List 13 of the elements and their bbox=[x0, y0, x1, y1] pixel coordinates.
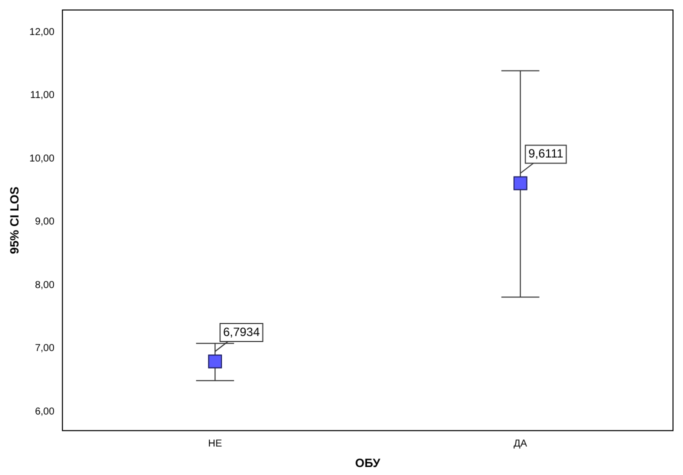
y-tick-label: 10,00 bbox=[29, 153, 55, 164]
x-tick-label: ДА bbox=[514, 438, 528, 450]
y-tick-label: 11,00 bbox=[30, 90, 55, 102]
y-tick-label: 9,00 bbox=[34, 216, 55, 228]
y-tick-label: 7,00 bbox=[34, 343, 55, 354]
y-tick-label: 12,00 bbox=[29, 26, 55, 38]
x-tick-label: НЕ bbox=[208, 438, 222, 450]
data-label: 6,7934 bbox=[223, 324, 260, 339]
y-axis-title: 95% CI LOS bbox=[8, 186, 22, 254]
data-label: 9,6111 bbox=[528, 146, 564, 161]
y-tick-label: 8,00 bbox=[34, 280, 55, 291]
y-tick-label: 6,00 bbox=[34, 406, 55, 418]
x-axis-title: ОБУ bbox=[355, 456, 381, 470]
